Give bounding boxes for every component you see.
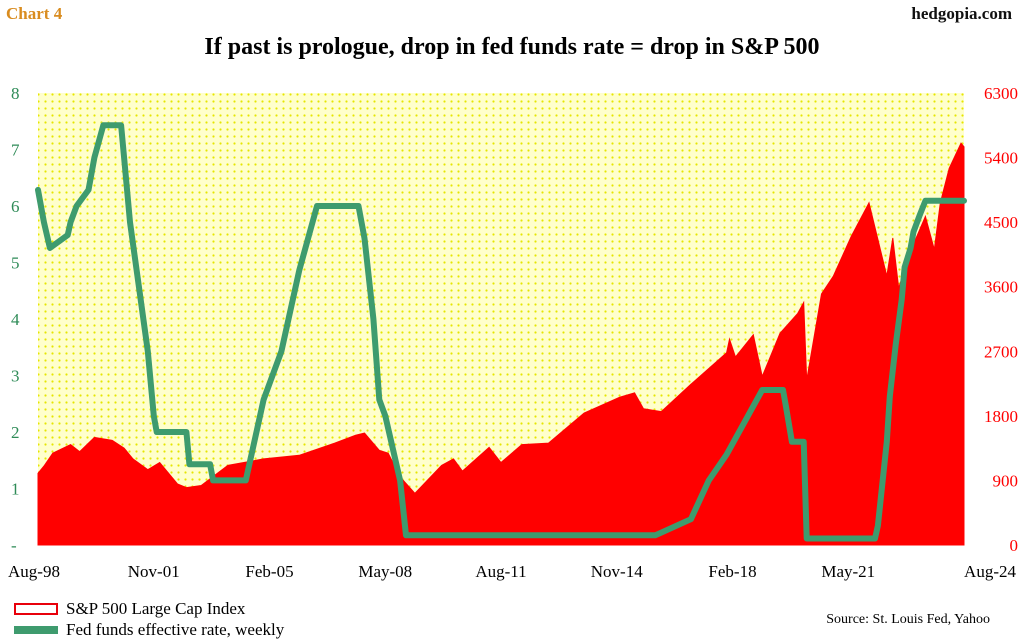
- right-axis-tick-label: 3600: [984, 278, 1018, 297]
- legend-swatch-fed: [14, 625, 58, 634]
- chart-number-label: Chart 4: [6, 4, 63, 23]
- left-axis-tick-label: -: [11, 536, 17, 555]
- legend-label-fed: Fed funds effective rate, weekly: [66, 619, 285, 639]
- left-axis-tick-label: 8: [11, 84, 20, 103]
- left-axis-tick-label: 1: [11, 480, 20, 499]
- x-axis-tick-label: Aug-24: [964, 562, 1016, 581]
- x-axis-tick-label: Aug-11: [475, 562, 526, 581]
- fed-funds-line: [35, 122, 967, 542]
- source-note: Source: St. Louis Fed, Yahoo: [826, 612, 990, 627]
- legend: S&P 500 Large Cap Index Fed funds effect…: [14, 598, 284, 640]
- legend-item-spx: S&P 500 Large Cap Index: [14, 598, 284, 619]
- legend-label-spx: S&P 500 Large Cap Index: [66, 598, 246, 618]
- right-axis-tick-label: 6300: [984, 84, 1018, 103]
- left-axis-tick-label: 6: [11, 197, 20, 216]
- left-axis-tick-label: 3: [11, 367, 20, 386]
- x-axis-tick-label: May-08: [358, 562, 412, 581]
- x-axis-tick-label: Feb-05: [245, 562, 293, 581]
- left-axis-tick-label: 5: [11, 254, 20, 273]
- right-axis-tick-label: 4500: [984, 213, 1018, 232]
- x-axis-tick-label: Feb-18: [708, 562, 756, 581]
- x-axis-tick-label: Nov-01: [128, 562, 180, 581]
- legend-swatch-spx: [14, 602, 58, 615]
- right-axis-tick-label: 5400: [984, 149, 1018, 168]
- chart-title: If past is prologue, drop in fed funds r…: [204, 34, 820, 60]
- left-axis-tick-label: 7: [11, 141, 20, 160]
- x-axis-tick-label: May-21: [821, 562, 875, 581]
- site-name: hedgopia.com: [911, 4, 1012, 23]
- x-axis-tick-label: Aug-98: [8, 562, 60, 581]
- left-axis-tick-label: 4: [11, 310, 20, 329]
- right-axis-tick-label: 900: [993, 471, 1019, 490]
- left-axis-tick-label: 2: [11, 423, 20, 442]
- legend-item-fed: Fed funds effective rate, weekly: [14, 619, 284, 640]
- right-axis-tick-label: 1800: [984, 407, 1018, 426]
- x-axis-tick-label: Nov-14: [591, 562, 643, 581]
- right-axis-tick-label: 0: [1010, 536, 1019, 555]
- right-axis-tick-label: 2700: [984, 342, 1018, 361]
